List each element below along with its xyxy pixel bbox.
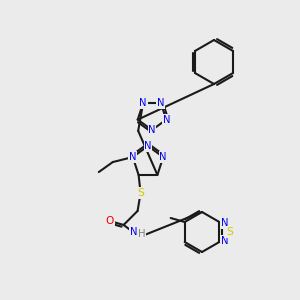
Text: S: S: [137, 188, 144, 198]
Text: N: N: [160, 152, 167, 162]
Text: N: N: [163, 115, 170, 124]
Text: N: N: [140, 98, 147, 108]
Text: N: N: [221, 218, 228, 228]
Text: N: N: [148, 125, 156, 135]
Text: N: N: [129, 152, 136, 162]
Text: S: S: [226, 227, 233, 237]
Text: N: N: [157, 98, 165, 108]
Text: N: N: [144, 141, 152, 151]
Text: N: N: [221, 236, 228, 246]
Text: N: N: [130, 227, 137, 237]
Text: H: H: [138, 229, 145, 239]
Text: O: O: [105, 216, 114, 226]
